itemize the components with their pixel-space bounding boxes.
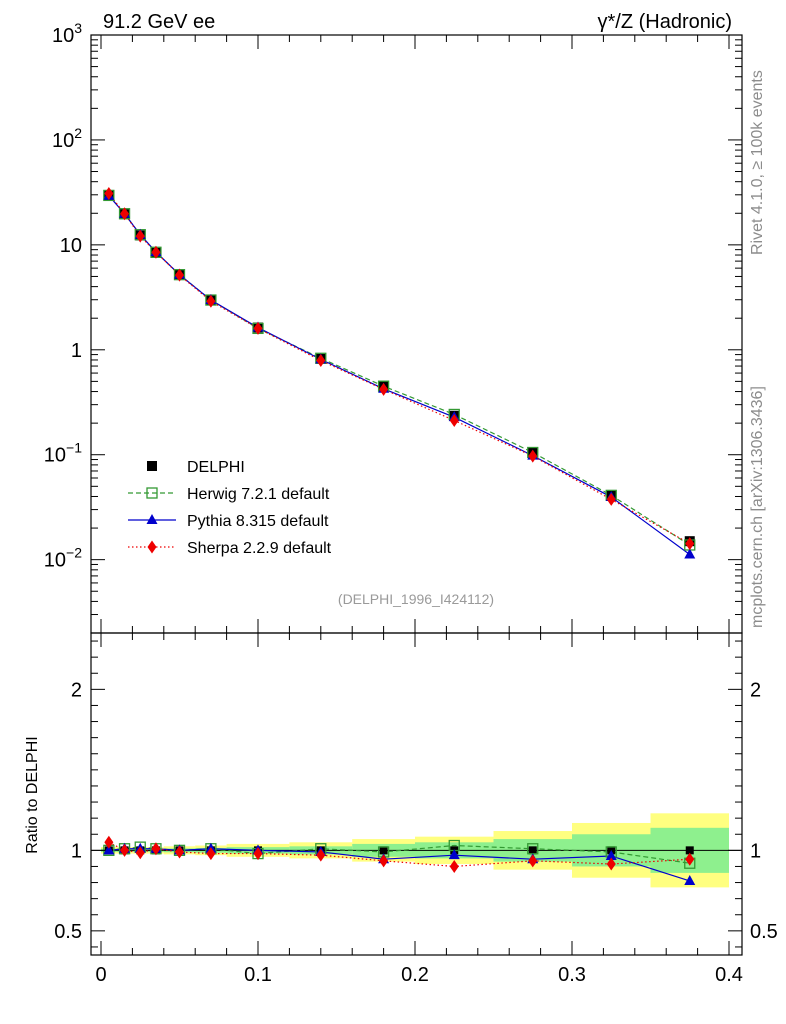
legend-marker-pythia: [146, 514, 158, 524]
y-tick-exponent: −1: [66, 440, 82, 456]
y-tick-exponent: −2: [66, 545, 82, 561]
sherpa-ratio-point: [528, 854, 538, 868]
sherpa-point: [104, 186, 114, 200]
y-tick-label: 10: [60, 235, 82, 257]
sherpa-point: [685, 537, 695, 551]
pythia-ratio-point: [448, 849, 460, 860]
legend: DELPHI Herwig 7.2.1 default Pythia 8.315 d…: [128, 459, 332, 557]
legend-marker-delphi: [147, 461, 157, 471]
y-tick-label: 1: [71, 340, 82, 362]
sherpa-point: [606, 492, 616, 506]
x-tick-label: 0.3: [558, 964, 586, 986]
ratio-y-tick-label: 0.5: [54, 921, 82, 943]
y-tick-label: 10−2: [44, 545, 82, 572]
analysis-label: (DELPHI_1996_I424112): [338, 591, 494, 607]
sherpa-ratio-point: [606, 857, 616, 871]
sherpa-point: [316, 354, 326, 368]
legend-label-sherpa: Sherpa 2.2.9 default: [187, 540, 332, 557]
sherpa-ratio-point: [253, 847, 263, 861]
y-tick-exponent: 3: [74, 20, 82, 36]
x-tick-label: 0.1: [244, 964, 272, 986]
y-tick-label: 102: [52, 125, 82, 152]
ratio-y-tick-label: 2: [71, 679, 82, 701]
legend-label-delphi: DELPHI: [187, 459, 245, 476]
process-title: γ*/Z (Hadronic): [598, 11, 732, 33]
sherpa-point: [135, 229, 145, 243]
sherpa-ratio-point: [135, 846, 145, 860]
legend-label-herwig: Herwig 7.2.1 default: [187, 486, 330, 503]
sherpa-ratio-point: [175, 845, 184, 859]
pythia-ratio-point: [684, 874, 696, 885]
energy-title: 91.2 GeV ee: [103, 11, 215, 33]
ratio-y-tick-label-right: 1: [750, 840, 761, 862]
sherpa-point: [449, 413, 459, 427]
sherpa-point: [206, 294, 216, 308]
ratio-y-tick-label-right: 2: [750, 679, 761, 701]
ratio-y-tick-label-right: 0.5: [750, 921, 778, 943]
delphi-ratio-point: [685, 846, 694, 855]
pythia-ratio-point: [103, 844, 115, 855]
x-tick-label: 0.4: [715, 964, 743, 986]
pythia-point: [684, 548, 696, 559]
sherpa-point: [379, 382, 389, 396]
ratio-plot-frame: [90, 632, 743, 956]
sherpa-point: [120, 207, 130, 221]
y-tick-label: 103: [52, 20, 82, 47]
sherpa-ratio-point: [685, 852, 695, 866]
ratio-y-tick-label: 1: [71, 840, 82, 862]
x-tick-label: 0: [95, 964, 106, 986]
sherpa-ratio-point: [206, 847, 216, 861]
legend-marker-sherpa: [147, 540, 157, 554]
delphi-ratio-point: [528, 846, 537, 855]
y-tick-label: 10−1: [44, 440, 82, 467]
sherpa-ratio-point: [379, 854, 389, 868]
mcplots-label: mcplots.cern.ch [arXiv:1306.3436]: [749, 386, 766, 628]
pythia-ratio-point: [605, 849, 617, 860]
y-tick-exponent: 2: [74, 125, 82, 141]
delphi-ratio-point: [379, 846, 388, 855]
sherpa-ratio-point: [120, 843, 130, 857]
rivet-version-label: Rivet 4.1.0, ≥ 100k events: [749, 70, 766, 255]
sherpa-point: [175, 268, 184, 282]
sherpa-point: [151, 245, 161, 259]
sherpa-ratio-point: [151, 842, 161, 856]
legend-label-pythia: Pythia 8.315 default: [187, 513, 329, 530]
sherpa-ratio-point: [316, 848, 326, 862]
sherpa-ratio-point: [449, 859, 459, 873]
sherpa-ratio-point: [104, 835, 114, 849]
ratio-plot-panel: 0.5 0.5 1 1 2 2 0 0.1 0.2 0.3 0.4: [54, 632, 778, 986]
sherpa-point: [253, 321, 263, 335]
ratio-y-axis-label: Ratio to DELPHI: [24, 736, 41, 853]
sherpa-point: [528, 449, 538, 463]
legend-marker-herwig: [146, 487, 158, 499]
x-tick-label: 0.2: [401, 964, 429, 986]
